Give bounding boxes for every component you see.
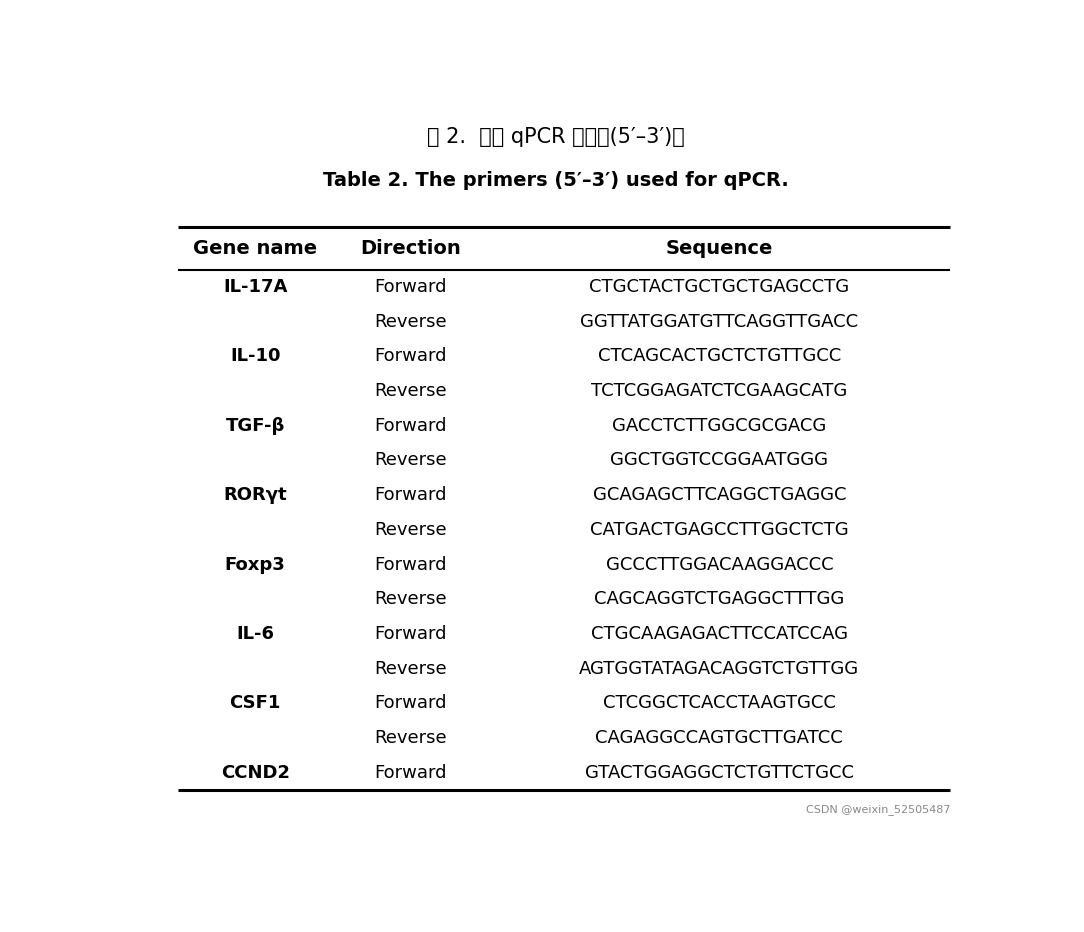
Text: Forward: Forward [374, 487, 447, 504]
Text: CTGCAAGAGACTTCCATCCAG: CTGCAAGAGACTTCCATCCAG [591, 625, 848, 643]
Text: RORγt: RORγt [223, 487, 287, 504]
Text: CATGACTGAGCCTTGGCTCTG: CATGACTGAGCCTTGGCTCTG [590, 521, 849, 539]
Text: CAGCAGGTCTGAGGCTTTGG: CAGCAGGTCTGAGGCTTTGG [594, 590, 844, 609]
Text: GGCTGGTCCGGAATGGG: GGCTGGTCCGGAATGGG [610, 451, 828, 470]
Text: AGTGGTATAGACAGGTCTGTTGG: AGTGGTATAGACAGGTCTGTTGG [579, 660, 860, 678]
Text: TCTCGGAGATCTCGAAGCATG: TCTCGGAGATCTCGAAGCATG [591, 382, 848, 400]
Text: Forward: Forward [374, 417, 447, 435]
Text: Sequence: Sequence [666, 239, 773, 257]
Text: Reverse: Reverse [374, 521, 447, 539]
Text: Reverse: Reverse [374, 313, 447, 331]
Text: CTGCTACTGCTGCTGAGCCTG: CTGCTACTGCTGCTGAGCCTG [590, 278, 850, 296]
Text: IL-10: IL-10 [230, 348, 281, 365]
Text: CAGAGGCCAGTGCTTGATCC: CAGAGGCCAGTGCTTGATCC [595, 729, 843, 747]
Text: Gene name: Gene name [193, 239, 318, 257]
Text: CSF1: CSF1 [230, 694, 281, 712]
Text: TGF-β: TGF-β [225, 417, 285, 435]
Text: Reverse: Reverse [374, 729, 447, 747]
Text: GACCTCTTGGCGCGACG: GACCTCTTGGCGCGACG [612, 417, 826, 435]
Text: CTCGGCTCACCTAAGTGCC: CTCGGCTCACCTAAGTGCC [603, 694, 836, 712]
Text: Reverse: Reverse [374, 590, 447, 609]
Text: IL-6: IL-6 [236, 625, 274, 643]
Text: Forward: Forward [374, 763, 447, 782]
Text: 表 2.  用于 qPCR 的引物(5′–3′)。: 表 2. 用于 qPCR 的引物(5′–3′)。 [427, 127, 684, 147]
Text: Table 2. The primers (5′–3′) used for qPCR.: Table 2. The primers (5′–3′) used for qP… [323, 171, 788, 189]
Text: Forward: Forward [374, 278, 447, 296]
Text: Forward: Forward [374, 555, 447, 573]
Text: CTCAGCACTGCTCTGTTGCC: CTCAGCACTGCTCTGTTGCC [597, 348, 841, 365]
Text: Forward: Forward [374, 348, 447, 365]
Text: IL-17A: IL-17A [223, 278, 287, 296]
Text: GCAGAGCTTCAGGCTGAGGC: GCAGAGCTTCAGGCTGAGGC [593, 487, 847, 504]
Text: Reverse: Reverse [374, 451, 447, 470]
Text: GCCCTTGGACAAGGACCC: GCCCTTGGACAAGGACCC [606, 555, 834, 573]
Text: Forward: Forward [374, 694, 447, 712]
Text: CSDN @weixin_52505487: CSDN @weixin_52505487 [805, 804, 951, 816]
Text: Forward: Forward [374, 625, 447, 643]
Text: GTACTGGAGGCTCTGTTCTGCC: GTACTGGAGGCTCTGTTCTGCC [585, 763, 854, 782]
Text: Reverse: Reverse [374, 382, 447, 400]
Text: Foxp3: Foxp3 [224, 555, 285, 573]
Text: Direction: Direction [360, 239, 461, 257]
Text: Reverse: Reverse [374, 660, 447, 678]
Text: CCND2: CCND2 [221, 763, 289, 782]
Text: GGTTATGGATGTTCAGGTTGACC: GGTTATGGATGTTCAGGTTGACC [580, 313, 859, 331]
